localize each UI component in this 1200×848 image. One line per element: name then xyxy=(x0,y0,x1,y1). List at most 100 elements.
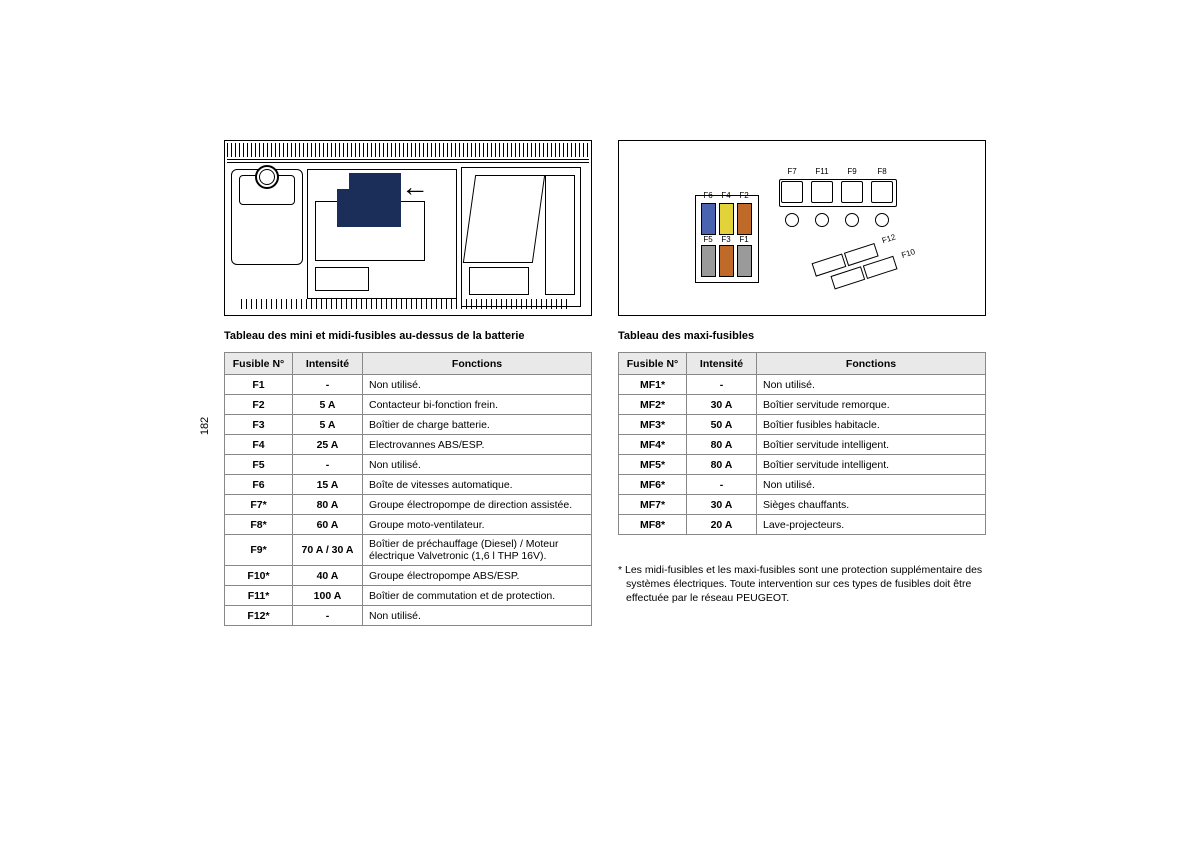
table-row: F25 AContacteur bi-fonction frein. xyxy=(225,395,592,415)
cell-intensity: 5 A xyxy=(293,395,363,415)
cell-fuse: F1 xyxy=(225,375,293,395)
cell-function: Contacteur bi-fonction frein. xyxy=(363,395,592,415)
cell-function: Boîtier fusibles habitacle. xyxy=(757,415,986,435)
table-row: MF1*-Non utilisé. xyxy=(619,375,986,395)
cell-function: Groupe électropompe de direction assisté… xyxy=(363,495,592,515)
table-row: F10*40 AGroupe électropompe ABS/ESP. xyxy=(225,566,592,586)
cell-function: Boîtier servitude intelligent. xyxy=(757,455,986,475)
table-row: F7*80 AGroupe électropompe de direction … xyxy=(225,495,592,515)
cell-fuse: F10* xyxy=(225,566,293,586)
right-table-title: Tableau des maxi-fusibles xyxy=(618,330,986,342)
mini-label: F1 xyxy=(735,235,753,244)
cell-function: Boîte de vitesses automatique. xyxy=(363,475,592,495)
left-column: ← Tableau des mini et midi-fusibles au-d… xyxy=(224,140,592,626)
table-row: F11*100 ABoîtier de commutation et de pr… xyxy=(225,586,592,606)
cell-fuse: MF6* xyxy=(619,475,687,495)
maxi-label: F12 xyxy=(877,231,901,246)
cell-function: Non utilisé. xyxy=(757,375,986,395)
footnote: * Les midi-fusibles et les maxi-fusibles… xyxy=(618,563,986,606)
cell-function: Lave-projecteurs. xyxy=(757,515,986,535)
cell-intensity: 40 A xyxy=(293,566,363,586)
midi-label: F7 xyxy=(781,167,803,176)
table-row: MF3*50 ABoîtier fusibles habitacle. xyxy=(619,415,986,435)
fuse-box-highlight xyxy=(349,173,401,227)
cell-fuse: F3 xyxy=(225,415,293,435)
cell-fuse: F9* xyxy=(225,535,293,566)
mini-label: F4 xyxy=(717,191,735,200)
mini-midi-fuse-table: Fusible N° Intensité Fonctions F1-Non ut… xyxy=(224,352,592,626)
cell-function: Groupe moto-ventilateur. xyxy=(363,515,592,535)
cell-function: Non utilisé. xyxy=(757,475,986,495)
cell-fuse: MF5* xyxy=(619,455,687,475)
cell-intensity: - xyxy=(293,455,363,475)
cell-intensity: - xyxy=(687,375,757,395)
mini-label: F6 xyxy=(699,191,717,200)
table-row: F12*-Non utilisé. xyxy=(225,606,592,626)
maxi-label: F10 xyxy=(896,246,920,261)
cell-intensity: 25 A xyxy=(293,435,363,455)
col-header-fuse: Fusible N° xyxy=(619,353,687,375)
cell-function: Boîtier servitude intelligent. xyxy=(757,435,986,455)
cell-intensity: 60 A xyxy=(293,515,363,535)
fuse-layout-diagram: F6 F4 F2 F5 F3 F1 F7 F11 F9 F8 xyxy=(618,140,986,316)
right-column: F6 F4 F2 F5 F3 F1 F7 F11 F9 F8 xyxy=(618,140,986,626)
cell-intensity: - xyxy=(687,475,757,495)
midi-label: F11 xyxy=(811,167,833,176)
cell-intensity: 20 A xyxy=(687,515,757,535)
col-header-functions: Fonctions xyxy=(363,353,592,375)
mini-label: F3 xyxy=(717,235,735,244)
cell-intensity: - xyxy=(293,606,363,626)
table-row: F35 ABoîtier de charge batterie. xyxy=(225,415,592,435)
cell-function: Boîtier servitude remorque. xyxy=(757,395,986,415)
col-header-fuse: Fusible N° xyxy=(225,353,293,375)
cell-function: Sièges chauffants. xyxy=(757,495,986,515)
midi-label: F9 xyxy=(841,167,863,176)
engine-bay-diagram: ← xyxy=(224,140,592,316)
col-header-intensity: Intensité xyxy=(687,353,757,375)
cell-fuse: MF2* xyxy=(619,395,687,415)
table-row: F1-Non utilisé. xyxy=(225,375,592,395)
cell-fuse: F8* xyxy=(225,515,293,535)
table-row: F8*60 AGroupe moto-ventilateur. xyxy=(225,515,592,535)
table-row: MF8*20 ALave-projecteurs. xyxy=(619,515,986,535)
table-row: MF5*80 ABoîtier servitude intelligent. xyxy=(619,455,986,475)
table-row: MF4*80 ABoîtier servitude intelligent. xyxy=(619,435,986,455)
cell-intensity: - xyxy=(293,375,363,395)
cell-fuse: F7* xyxy=(225,495,293,515)
cell-intensity: 80 A xyxy=(293,495,363,515)
table-row: F615 ABoîte de vitesses automatique. xyxy=(225,475,592,495)
table-row: F425 AElectrovannes ABS/ESP. xyxy=(225,435,592,455)
page-number: 182 xyxy=(199,417,211,435)
cell-fuse: MF8* xyxy=(619,515,687,535)
cell-fuse: MF4* xyxy=(619,435,687,455)
table-row: F9*70 A / 30 ABoîtier de préchauffage (D… xyxy=(225,535,592,566)
col-header-intensity: Intensité xyxy=(293,353,363,375)
maxi-fuse-table: Fusible N° Intensité Fonctions MF1*-Non … xyxy=(618,352,986,535)
cell-fuse: MF7* xyxy=(619,495,687,515)
cell-function: Non utilisé. xyxy=(363,606,592,626)
mini-label: F5 xyxy=(699,235,717,244)
cell-fuse: F6 xyxy=(225,475,293,495)
cell-function: Non utilisé. xyxy=(363,455,592,475)
cell-function: Electrovannes ABS/ESP. xyxy=(363,435,592,455)
cell-fuse: F11* xyxy=(225,586,293,606)
cell-fuse: MF1* xyxy=(619,375,687,395)
page-content: ← Tableau des mini et midi-fusibles au-d… xyxy=(0,140,1200,626)
cell-intensity: 80 A xyxy=(687,455,757,475)
cell-function: Boîtier de charge batterie. xyxy=(363,415,592,435)
cell-function: Boîtier de préchauffage (Diesel) / Moteu… xyxy=(363,535,592,566)
table-row: F5-Non utilisé. xyxy=(225,455,592,475)
cell-fuse: F4 xyxy=(225,435,293,455)
cell-intensity: 80 A xyxy=(687,435,757,455)
table-row: MF2*30 ABoîtier servitude remorque. xyxy=(619,395,986,415)
cell-intensity: 30 A xyxy=(687,395,757,415)
left-table-title: Tableau des mini et midi-fusibles au-des… xyxy=(224,330,592,342)
cell-intensity: 15 A xyxy=(293,475,363,495)
cell-intensity: 5 A xyxy=(293,415,363,435)
cell-function: Groupe électropompe ABS/ESP. xyxy=(363,566,592,586)
col-header-functions: Fonctions xyxy=(757,353,986,375)
cell-function: Boîtier de commutation et de protection. xyxy=(363,586,592,606)
arrow-icon: ← xyxy=(401,171,429,203)
cell-fuse: F5 xyxy=(225,455,293,475)
cell-intensity: 70 A / 30 A xyxy=(293,535,363,566)
